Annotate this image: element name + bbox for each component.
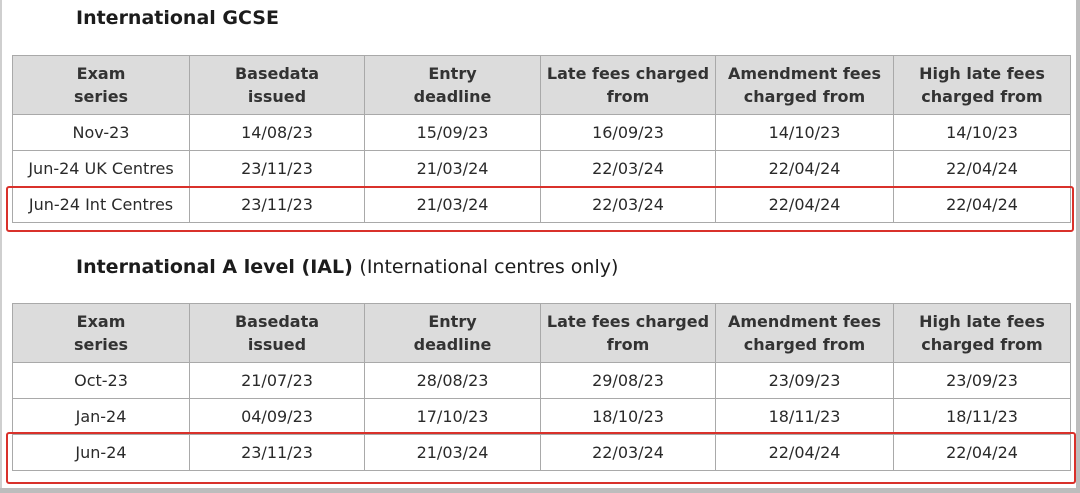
cell-exam-series: Jan-24 [12, 398, 190, 435]
header-exam-series: Exam series [12, 303, 190, 363]
header-late-fees: Late fees charged from [540, 55, 716, 115]
cell-exam-series: Jun-24 [12, 434, 190, 471]
cell-entry-deadline: 21/03/24 [364, 150, 541, 187]
cell-late-fees: 22/03/24 [540, 186, 716, 223]
ial-title-text: International A level (IAL) [76, 256, 353, 278]
header-basedata-issued: Basedata issued [189, 55, 365, 115]
header-late-fees: Late fees charged from [540, 303, 716, 363]
cell-high-late-fees: 23/09/23 [893, 362, 1071, 399]
cell-amendment-fees: 22/04/24 [715, 434, 894, 471]
table-row: Jun-24 UK Centres 23/11/23 21/03/24 22/0… [12, 150, 1071, 187]
gcse-section-title: International GCSE [76, 7, 279, 29]
table-row: Oct-23 21/07/23 28/08/23 29/08/23 23/09/… [12, 362, 1071, 399]
cell-high-late-fees: 18/11/23 [893, 398, 1071, 435]
header-basedata-issued: Basedata issued [189, 303, 365, 363]
cell-amendment-fees: 22/04/24 [715, 186, 894, 223]
cell-high-late-fees: 22/04/24 [893, 150, 1071, 187]
header-amendment-fees: Amendment fees charged from [715, 303, 894, 363]
table-row: Jan-24 04/09/23 17/10/23 18/10/23 18/11/… [12, 398, 1071, 435]
cell-late-fees: 22/03/24 [540, 434, 716, 471]
table-row-highlighted: Jun-24 23/11/23 21/03/24 22/03/24 22/04/… [12, 434, 1071, 471]
cell-amendment-fees: 22/04/24 [715, 150, 894, 187]
ial-subtitle-text: (International centres only) [359, 256, 619, 278]
cell-basedata-issued: 21/07/23 [189, 362, 365, 399]
cell-entry-deadline: 28/08/23 [364, 362, 541, 399]
page-edge-right [1076, 0, 1080, 493]
cell-exam-series: Jun-24 Int Centres [12, 186, 190, 223]
header-entry-deadline: Entry deadline [364, 55, 541, 115]
cell-exam-series: Oct-23 [12, 362, 190, 399]
cell-exam-series: Jun-24 UK Centres [12, 150, 190, 187]
cell-late-fees: 29/08/23 [540, 362, 716, 399]
cell-basedata-issued: 04/09/23 [189, 398, 365, 435]
page-edge-bottom [0, 488, 1080, 493]
table-row-highlighted: Jun-24 Int Centres 23/11/23 21/03/24 22/… [12, 186, 1071, 223]
cell-amendment-fees: 14/10/23 [715, 114, 894, 151]
table-row: Nov-23 14/08/23 15/09/23 16/09/23 14/10/… [12, 114, 1071, 151]
cell-late-fees: 18/10/23 [540, 398, 716, 435]
gcse-fees-table: Exam series Basedata issued Entry deadline … [12, 55, 1071, 223]
header-high-late-fees: High late fees charged from [893, 55, 1071, 115]
cell-late-fees: 22/03/24 [540, 150, 716, 187]
cell-high-late-fees: 14/10/23 [893, 114, 1071, 151]
cell-entry-deadline: 21/03/24 [364, 186, 541, 223]
ial-section-title: International A level (IAL) (Internation… [76, 256, 618, 278]
gcse-title-text: International GCSE [76, 7, 279, 29]
cell-basedata-issued: 14/08/23 [189, 114, 365, 151]
header-entry-deadline: Entry deadline [364, 303, 541, 363]
cell-exam-series: Nov-23 [12, 114, 190, 151]
cell-high-late-fees: 22/04/24 [893, 186, 1071, 223]
ial-fees-table: Exam series Basedata issued Entry deadline … [12, 303, 1071, 471]
cell-high-late-fees: 22/04/24 [893, 434, 1071, 471]
cell-late-fees: 16/09/23 [540, 114, 716, 151]
cell-basedata-issued: 23/11/23 [189, 150, 365, 187]
header-exam-series: Exam series [12, 55, 190, 115]
cell-entry-deadline: 17/10/23 [364, 398, 541, 435]
page-edge-left [0, 0, 2, 493]
table-header-row: Exam series Basedata issued Entry deadline … [12, 55, 1071, 115]
cell-amendment-fees: 23/09/23 [715, 362, 894, 399]
cell-entry-deadline: 15/09/23 [364, 114, 541, 151]
cell-amendment-fees: 18/11/23 [715, 398, 894, 435]
header-high-late-fees: High late fees charged from [893, 303, 1071, 363]
cell-basedata-issued: 23/11/23 [189, 186, 365, 223]
table-header-row: Exam series Basedata issued Entry deadline … [12, 303, 1071, 363]
cell-basedata-issued: 23/11/23 [189, 434, 365, 471]
header-amendment-fees: Amendment fees charged from [715, 55, 894, 115]
cell-entry-deadline: 21/03/24 [364, 434, 541, 471]
